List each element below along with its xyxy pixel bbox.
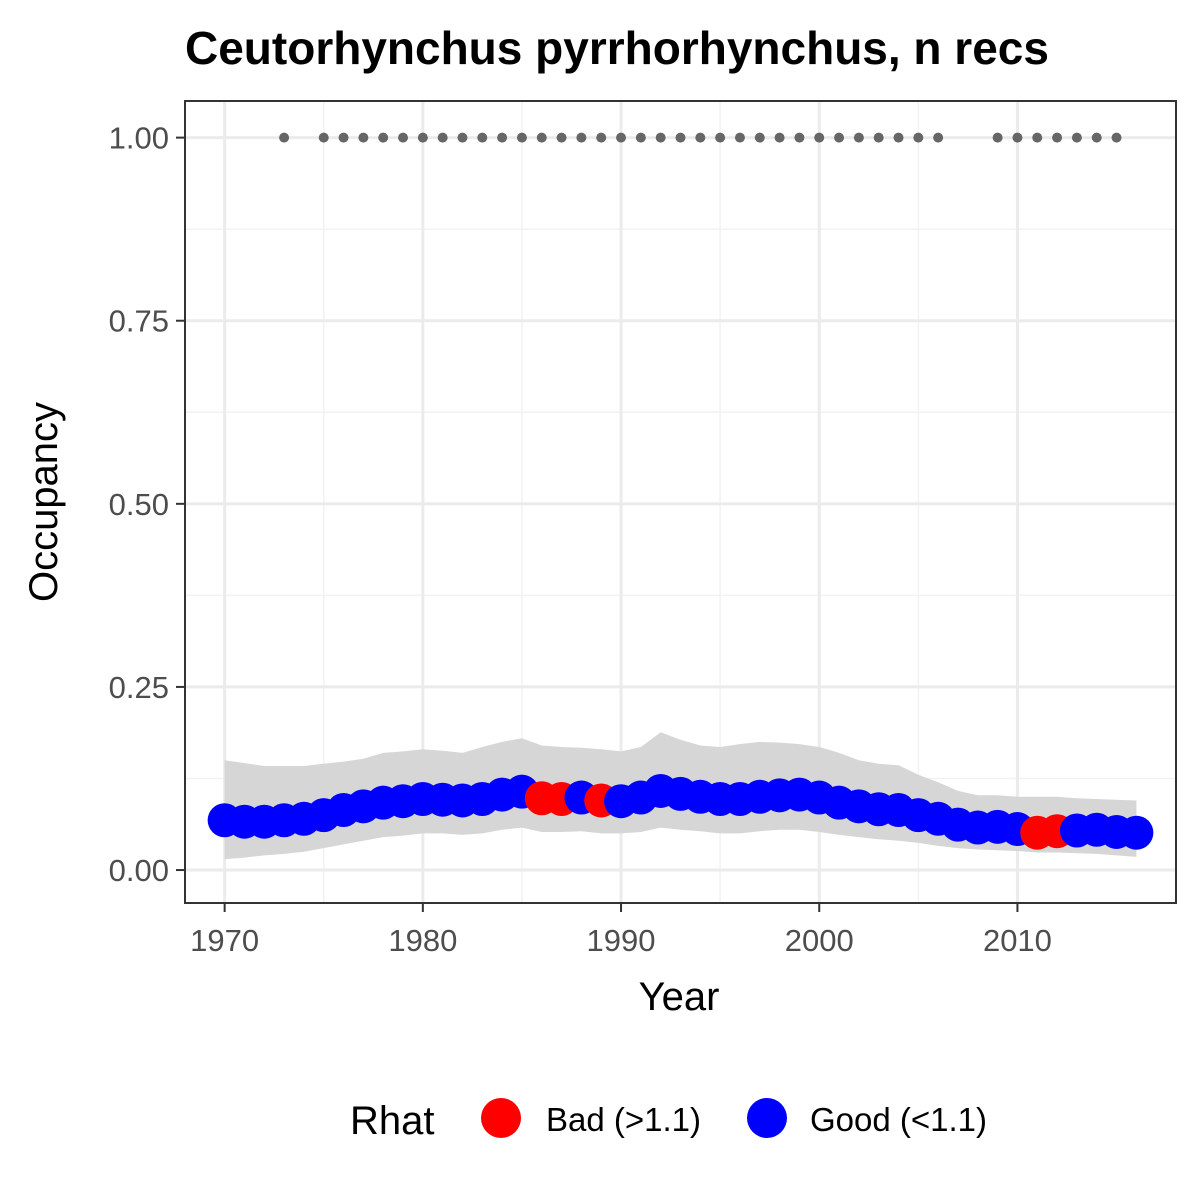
record-point — [675, 132, 686, 143]
x-axis: 1970 1980 1990 2000 2010 — [190, 903, 1052, 958]
record-point — [734, 132, 745, 143]
record-point — [457, 132, 468, 143]
legend: Rhat Bad (>1.1) Good (<1.1) — [350, 1098, 987, 1143]
record-point — [1091, 132, 1102, 143]
record-point — [398, 132, 409, 143]
plot-panel — [184, 100, 1177, 904]
y-tick-label: 0.00 — [109, 853, 169, 888]
x-tick-label: 2000 — [785, 923, 854, 958]
legend-title: Rhat — [350, 1099, 435, 1143]
legend-key-bad — [481, 1098, 521, 1138]
legend-label-good: Good (<1.1) — [810, 1101, 987, 1138]
y-tick-label: 1.00 — [109, 121, 169, 156]
record-point — [378, 132, 389, 143]
record-point — [318, 132, 329, 143]
record-point — [715, 132, 726, 143]
record-point — [834, 132, 845, 143]
legend-label-bad: Bad (>1.1) — [546, 1101, 701, 1138]
record-point — [933, 132, 944, 143]
record-point — [1071, 132, 1082, 143]
record-point — [794, 132, 805, 143]
record-point — [992, 132, 1003, 143]
record-point — [754, 132, 765, 143]
occupancy-point-good — [1119, 815, 1154, 850]
record-point — [655, 132, 666, 143]
record-point — [814, 132, 825, 143]
x-tick-label: 1980 — [388, 923, 457, 958]
legend-items: Bad (>1.1) Good (<1.1) — [481, 1098, 987, 1138]
record-point — [853, 132, 864, 143]
record-point — [279, 132, 290, 143]
record-point — [338, 132, 349, 143]
record-point — [1111, 132, 1122, 143]
record-point — [536, 132, 547, 143]
record-point — [358, 132, 369, 143]
x-tick-label: 1970 — [190, 923, 259, 958]
x-axis-label: Year — [639, 975, 720, 1019]
record-point — [516, 132, 527, 143]
y-tick-label: 0.75 — [109, 304, 169, 339]
y-tick-label: 0.25 — [109, 670, 169, 705]
record-point — [417, 132, 428, 143]
record-point — [477, 132, 488, 143]
record-point — [1032, 132, 1043, 143]
record-point — [774, 132, 785, 143]
record-point — [873, 132, 884, 143]
record-point — [576, 132, 587, 143]
record-point — [556, 132, 567, 143]
record-points — [279, 132, 1122, 143]
legend-key-good — [747, 1098, 787, 1138]
grid-minor — [185, 101, 1176, 903]
panel-border — [184, 100, 1177, 904]
record-point — [1012, 132, 1023, 143]
record-point — [893, 132, 904, 143]
record-point — [913, 132, 924, 143]
chart-title: Ceutorhynchus pyrrhorhynchus, n recs — [185, 22, 1049, 74]
record-point — [497, 132, 508, 143]
record-point — [1052, 132, 1063, 143]
y-tick-label: 0.50 — [109, 487, 169, 522]
record-point — [596, 132, 607, 143]
record-point — [635, 132, 646, 143]
y-axis-label: Occupancy — [22, 402, 66, 602]
x-tick-label: 1990 — [587, 923, 656, 958]
y-axis: 0.00 0.25 0.50 0.75 1.00 — [109, 121, 185, 888]
record-point — [695, 132, 706, 143]
x-tick-label: 2010 — [983, 923, 1052, 958]
occupancy-points — [207, 773, 1154, 850]
record-point — [616, 132, 627, 143]
record-point — [437, 132, 448, 143]
